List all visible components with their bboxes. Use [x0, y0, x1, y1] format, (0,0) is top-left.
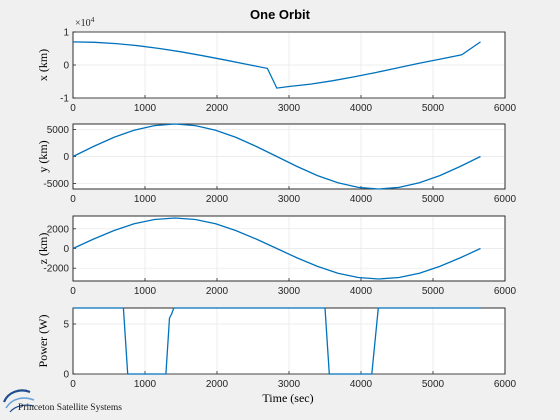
x-tick-label: 5000 [422, 379, 445, 390]
y-tick-label: -2000 [43, 264, 69, 275]
x-tick-label: 4000 [350, 194, 373, 205]
x-tick-label: 4000 [350, 286, 373, 297]
swoosh-icon [2, 389, 35, 413]
y-axis-label: y (km) [36, 140, 50, 172]
company-logo: Princeton Satellite Systems [2, 389, 122, 413]
y-tick-label: -1 [60, 94, 69, 105]
x-tick-label: 3000 [278, 286, 301, 297]
y-exponent-power: 4 [91, 15, 95, 24]
x-tick-label: 1000 [134, 286, 157, 297]
x-tick-label: 5000 [422, 194, 445, 205]
y-axis-label: Power (W) [36, 315, 50, 368]
x-tick-label: 3000 [278, 379, 301, 390]
x-tick-label: 0 [70, 379, 76, 390]
y-tick-label: -5000 [43, 179, 69, 190]
x-tick-label: 3000 [278, 194, 301, 205]
subplot-power: 0 1000 2000 3000 4000 5000 6000 0 5 Power (W) [36, 307, 517, 390]
x-tick-label: 2000 [206, 194, 229, 205]
y-axis-label: z (km) [36, 233, 50, 265]
x-tick-label: 6000 [494, 286, 517, 297]
x-tick-label: 6000 [494, 103, 517, 114]
x-tick-label: 0 [70, 103, 76, 114]
y-tick-label: 1 [63, 28, 69, 39]
series-line-y [72, 123, 481, 190]
x-tick-label: 4000 [350, 103, 373, 114]
series-line-x [72, 41, 481, 89]
y-axis-label: x (km) [36, 49, 50, 81]
x-tick-label: 2000 [206, 379, 229, 390]
x-tick-label: 0 [70, 286, 76, 297]
x-tick-label: 5000 [422, 286, 445, 297]
x-tick-label: 6000 [494, 379, 517, 390]
y-tick-label: 0 [63, 152, 69, 163]
y-tick-label: 5000 [47, 125, 70, 136]
x-tick-label: 2000 [206, 286, 229, 297]
series-line-power [73, 307, 481, 375]
y-tick-label: 2000 [47, 224, 70, 235]
x-tick-label: 1000 [134, 103, 157, 114]
company-logo-text: Princeton Satellite Systems [18, 403, 122, 413]
x-tick-label: 6000 [494, 194, 517, 205]
x-axis-label: Time (sec) [262, 391, 313, 405]
y-tick-label: 0 [63, 61, 69, 72]
axes-frame [72, 31, 506, 99]
series-line-z [72, 217, 481, 280]
chart-title: One Orbit [250, 7, 311, 22]
y-tick-label: 5 [63, 320, 69, 331]
y-tick-label: 0 [63, 370, 69, 381]
x-tick-label: 1000 [134, 379, 157, 390]
x-tick-label: 3000 [278, 103, 301, 114]
x-tick-label: 0 [70, 194, 76, 205]
y-tick-label: 0 [63, 244, 69, 255]
y-exponent-label: ×104 [75, 15, 95, 29]
x-tick-label: 1000 [134, 194, 157, 205]
x-tick-label: 5000 [422, 103, 445, 114]
x-tick-label: 2000 [206, 103, 229, 114]
x-tick-label: 4000 [350, 379, 373, 390]
